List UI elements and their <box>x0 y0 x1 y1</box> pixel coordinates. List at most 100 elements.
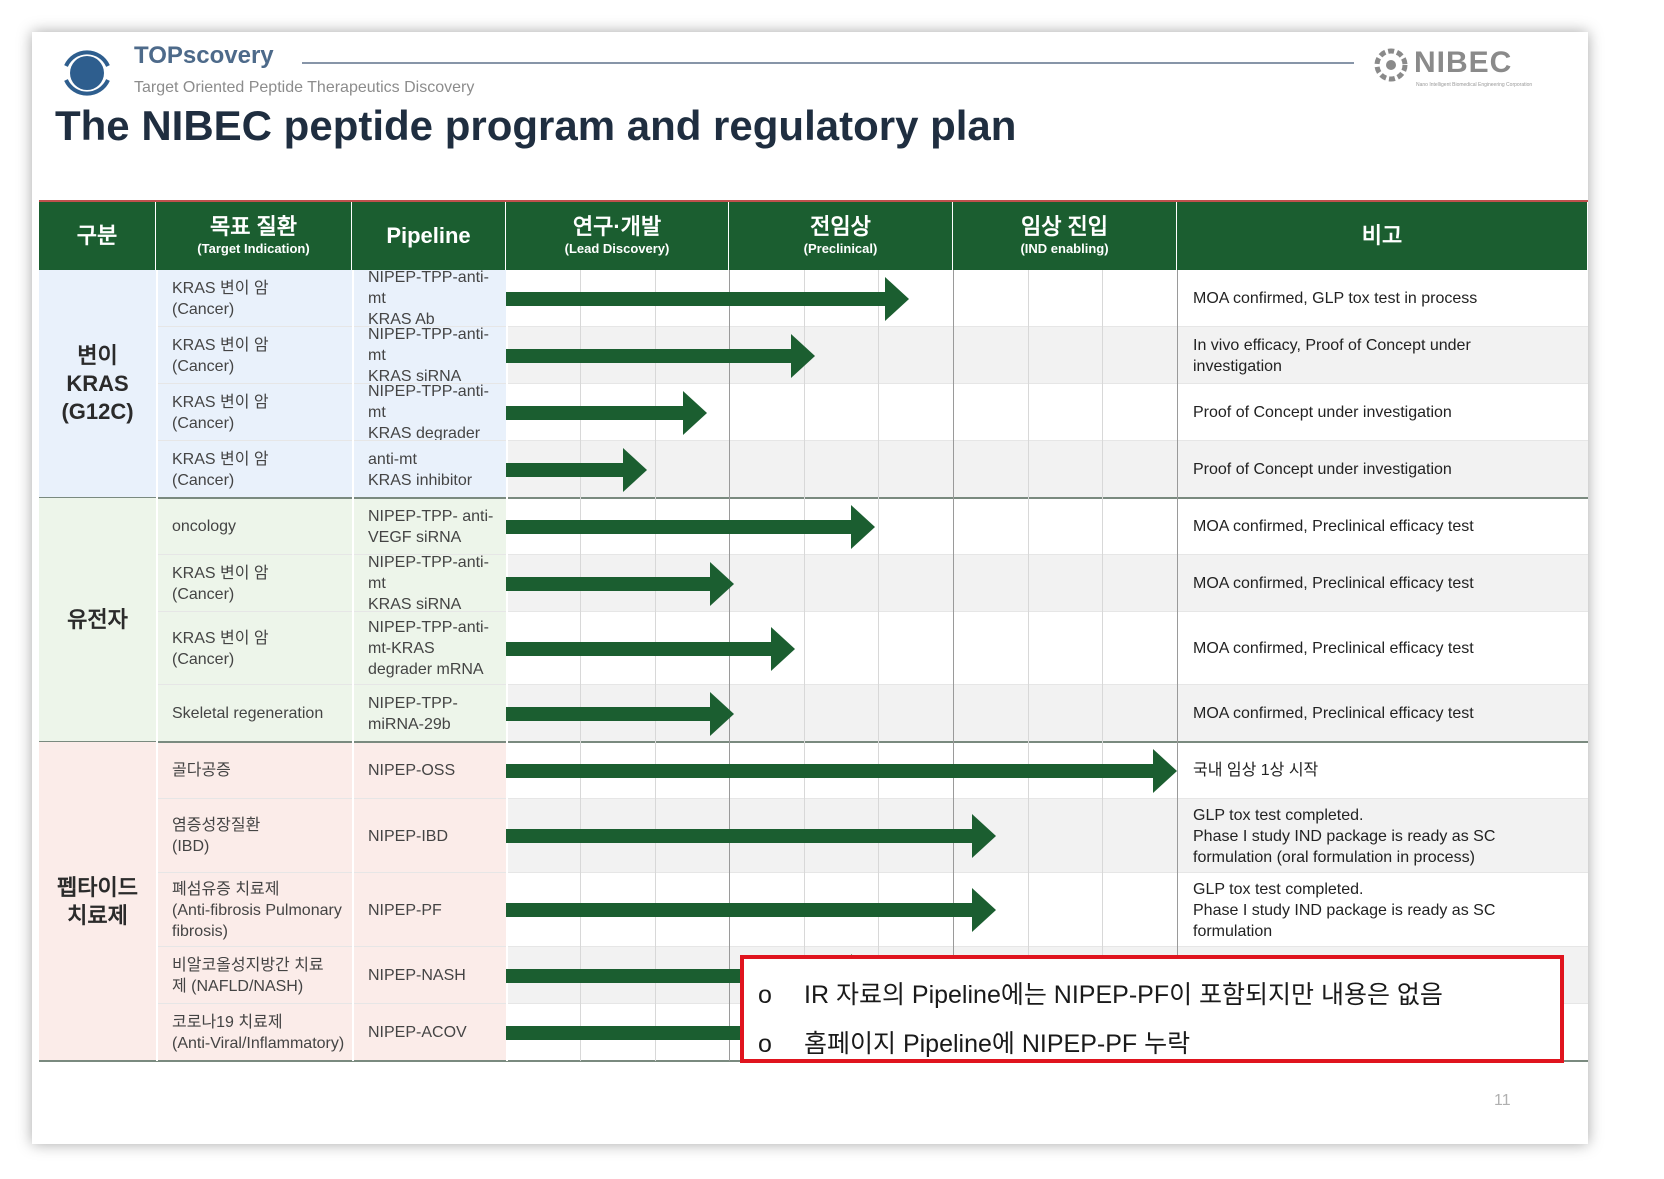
phase-divider <box>953 270 954 1061</box>
table-row <box>506 441 1588 498</box>
progress-arrow <box>506 276 909 321</box>
pipeline-cell: NIPEP-OSS <box>352 742 506 799</box>
bullet: o <box>758 981 772 1009</box>
column-header-1: 목표 질환 (Target Indication) <box>156 202 352 270</box>
page-title: The NIBEC peptide program and regulatory… <box>55 102 1017 149</box>
indication-cell: 염증성장질환 (IBD) <box>156 799 352 873</box>
arrow-shaft <box>506 519 851 534</box>
phase-subgrid <box>1028 270 1029 1061</box>
pipeline-cell: NIPEP-TPP- miRNA-29b <box>352 685 506 742</box>
note-cell: GLP tox test completed. Phase I study IN… <box>1193 806 1496 866</box>
arrow-shaft <box>506 405 683 420</box>
indication-cell: KRAS 변이 암 (Cancer) <box>156 327 352 384</box>
pipeline-cell: NIPEP-TPP-anti-mt KRAS Ab <box>352 269 506 328</box>
arrow-head <box>710 561 734 606</box>
column-header-4: 전임상 (Preclinical) <box>729 202 953 270</box>
column-header-6: 비고 <box>1177 202 1588 270</box>
indication-cell: 골다공증 <box>156 742 352 799</box>
column-header-label: 목표 질환 <box>209 214 298 239</box>
column-header-label: 연구·개발 <box>572 214 662 239</box>
column-header-label: 비고 <box>1361 223 1403 248</box>
group-divider <box>39 741 1588 743</box>
row-divider <box>39 440 1588 441</box>
indication-cell: oncology <box>156 498 352 555</box>
arrow-shaft <box>506 462 623 477</box>
note-cell: MOA confirmed, Preclinical efficacy test <box>1193 518 1474 535</box>
column-divider <box>506 270 508 1061</box>
category-cell: 변이 KRAS (G12C) <box>39 270 156 498</box>
callout-text-1: IR 자료의 Pipeline에는 NIPEP-PF이 포함되지만 내용은 없음 <box>804 981 1443 1009</box>
pipeline-cell: NIPEP-IBD <box>352 799 506 873</box>
arrow-shaft <box>506 763 1153 778</box>
category-cell: 유전자 <box>39 498 156 742</box>
nibec-logo: NIBEC Nano Intelligent Biomedical Engine… <box>1372 44 1552 94</box>
page-number: 11 <box>1494 1092 1511 1109</box>
topscovery-logo-icon <box>64 50 110 96</box>
group-divider <box>39 497 1588 499</box>
column-header-0: 구분 <box>39 202 156 270</box>
column-header-sub: (Target Indication) <box>197 241 310 256</box>
category-cell: 펩타이드 치료제 <box>39 742 156 1061</box>
column-header-label: Pipeline <box>386 223 471 248</box>
nibec-gear-icon <box>1374 48 1408 82</box>
indication-cell: KRAS 변이 암 (Cancer) <box>156 384 352 441</box>
row-divider <box>39 798 1588 799</box>
arrow-head <box>851 504 875 549</box>
indication-cell: KRAS 변이 암 (Cancer) <box>156 441 352 498</box>
arrow-head <box>683 390 707 435</box>
phase-subgrid <box>804 270 805 1061</box>
arrow-shaft <box>506 903 972 917</box>
progress-arrow <box>506 888 996 932</box>
note-cell: GLP tox test completed. Phase I study IN… <box>1193 880 1496 940</box>
indication-cell: KRAS 변이 암 (Cancer) <box>156 555 352 612</box>
pipeline-cell: NIPEP-TPP-anti-mt KRAS siRNA <box>352 554 506 613</box>
row-divider <box>39 684 1588 685</box>
arrow-head <box>1153 748 1177 793</box>
indication-cell: 폐섬유증 치료제 (Anti-fibrosis Pulmonary fibros… <box>156 873 352 947</box>
brand-tagline: Target Oriented Peptide Therapeutics Dis… <box>134 79 475 96</box>
arrow-head <box>885 276 909 321</box>
table-top-rule <box>39 200 1588 203</box>
note-cell: 국내 임상 1상 시작 <box>1193 762 1319 779</box>
column-header-label: 구분 <box>76 223 118 248</box>
arrow-shaft <box>506 576 710 591</box>
nibec-wordmark: NIBEC <box>1414 46 1513 79</box>
callout-line-1: o IR 자료의 Pipeline에는 NIPEP-PF이 포함되지만 내용은 없… <box>758 975 1443 1011</box>
progress-arrow <box>506 814 996 858</box>
brand-name: TOPscovery <box>134 42 274 69</box>
arrow-head <box>710 691 734 736</box>
phase-subgrid <box>655 270 656 1061</box>
pipeline-cell: NIPEP-ACOV <box>352 1004 506 1061</box>
progress-arrow <box>506 626 795 671</box>
column-header-3: 연구·개발 (Lead Discovery) <box>506 202 729 270</box>
arrow-shaft <box>506 641 771 656</box>
pipeline-cell: NIPEP-TPP-anti-mt KRAS degrader <box>352 383 506 442</box>
arrow-shaft <box>506 829 972 843</box>
arrow-shaft <box>506 291 885 306</box>
row-divider <box>39 554 1588 555</box>
arrow-shaft <box>506 348 791 363</box>
phase-divider <box>729 270 730 1061</box>
phase-subgrid <box>580 270 581 1061</box>
column-header-5: 임상 진입 (IND enabling) <box>953 202 1177 270</box>
arrow-head <box>791 333 815 378</box>
row-divider <box>39 946 1588 947</box>
indication-cell: KRAS 변이 암 (Cancer) <box>156 270 352 327</box>
nibec-subtitle: Nano Intelligent Biomedical Engineering … <box>1416 82 1533 88</box>
bullet: o <box>758 1030 772 1058</box>
column-header-sub: (IND enabling) <box>1020 241 1109 256</box>
note-cell: Proof of Concept under investigation <box>1193 461 1452 478</box>
row-divider <box>39 383 1588 384</box>
callout-text-2: 홈페이지 Pipeline에 NIPEP-PF 누락 <box>804 1030 1191 1058</box>
phase-subgrid <box>1102 270 1103 1061</box>
column-header-sub: (Lead Discovery) <box>564 241 670 256</box>
column-header-sub: (Preclinical) <box>803 241 878 256</box>
progress-arrow <box>506 561 734 606</box>
progress-arrow <box>506 691 734 736</box>
pipeline-table: 구분 목표 질환 (Target Indication) Pipeline 연구·개발 (… <box>39 200 1588 1144</box>
pipeline-cell: NIPEP-PF <box>352 873 506 947</box>
phase-divider <box>1177 270 1178 1061</box>
callout-box: o IR 자료의 Pipeline에는 NIPEP-PF이 포함되지만 내용은 없… <box>740 955 1564 1063</box>
arrow-shaft <box>506 706 710 721</box>
progress-arrow <box>506 390 707 435</box>
